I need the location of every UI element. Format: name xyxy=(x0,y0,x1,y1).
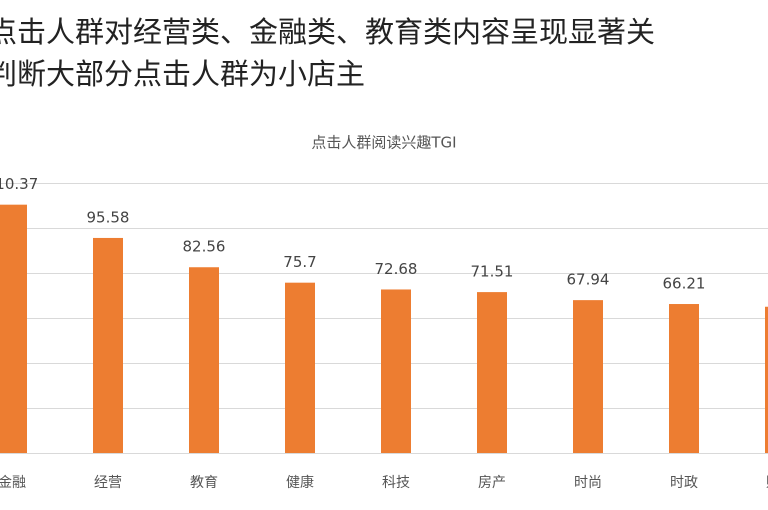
heading-line: 点击人群对经营类、金融类、教育类内容呈现显著关 xyxy=(0,15,655,49)
bar xyxy=(765,306,768,453)
bar xyxy=(285,282,315,453)
x-tick-label: 时政 xyxy=(670,475,698,491)
x-tick-label: 财经 xyxy=(766,475,768,491)
bar xyxy=(189,267,219,453)
bar xyxy=(573,300,603,453)
x-tick-label: 时尚 xyxy=(574,475,602,491)
value-label: 95.58 xyxy=(87,208,130,226)
chart-title: 点击人群阅读兴趣TGI xyxy=(311,134,456,152)
heading-line: 判断大部分点击人群为小店主 xyxy=(0,57,365,91)
x-tick-label: 教育 xyxy=(190,475,218,491)
bar xyxy=(669,304,699,453)
x-tick-label: 科技 xyxy=(382,475,410,491)
value-label: 75.7 xyxy=(283,253,316,271)
value-label: 72.68 xyxy=(375,260,418,278)
value-label: 110.37 xyxy=(0,175,38,193)
value-label: 82.56 xyxy=(183,238,226,256)
bar xyxy=(477,292,507,453)
x-tick-label: 房产 xyxy=(478,475,506,491)
x-tick-label: 健康 xyxy=(286,474,314,491)
x-tick-label: 经营 xyxy=(94,475,122,491)
bar xyxy=(93,237,123,453)
value-label: 67.94 xyxy=(567,271,610,289)
value-label: 66.21 xyxy=(663,275,706,293)
bar xyxy=(381,289,411,453)
value-label: 71.51 xyxy=(471,263,514,281)
x-tick-label: 金融 xyxy=(0,475,26,491)
bar xyxy=(0,204,27,453)
